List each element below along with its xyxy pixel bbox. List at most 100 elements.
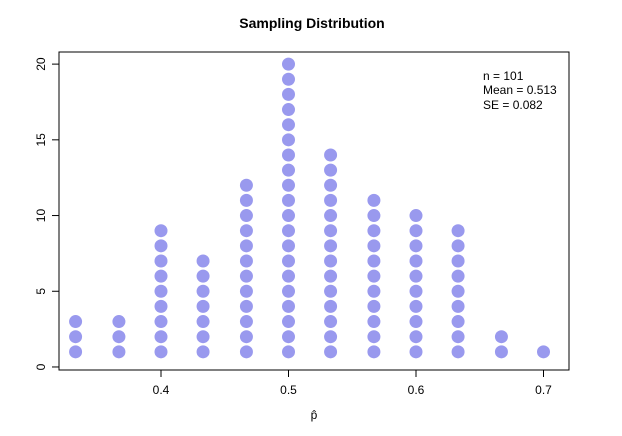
data-point (282, 72, 295, 86)
data-point (154, 345, 168, 359)
data-point (282, 269, 295, 283)
x-axis-label: p̂ (311, 408, 318, 422)
data-point (324, 269, 338, 283)
data-point (324, 239, 338, 253)
data-point (324, 315, 338, 329)
y-tick-label: 5 (34, 288, 48, 295)
data-point (282, 209, 295, 223)
data-point (367, 254, 381, 268)
data-point (282, 254, 295, 268)
data-point (282, 148, 295, 162)
data-point (239, 345, 253, 359)
data-point (409, 239, 423, 253)
data-point (196, 284, 210, 298)
se-value: 0.082 (513, 98, 543, 112)
data-point (239, 209, 253, 223)
data-point (282, 103, 295, 117)
data-point (282, 163, 295, 177)
data-point (451, 345, 465, 359)
data-point (282, 57, 295, 71)
y-tick-label: 0 (34, 363, 48, 370)
data-point (196, 345, 210, 359)
data-point (196, 254, 210, 268)
data-point (239, 330, 253, 344)
data-point (324, 163, 338, 177)
data-point (239, 224, 253, 238)
data-point (367, 284, 381, 298)
data-point (324, 330, 338, 344)
data-point (324, 209, 338, 223)
data-point (154, 239, 168, 253)
data-point (537, 345, 550, 359)
data-point (196, 299, 210, 313)
data-point (451, 299, 465, 313)
y-tick-label: 10 (34, 209, 48, 223)
data-point (324, 148, 338, 162)
data-point (409, 269, 423, 283)
data-point (451, 254, 465, 268)
data-point (324, 299, 338, 313)
x-tick-label: 0.7 (535, 383, 552, 397)
x-tick-label: 0.6 (408, 383, 425, 397)
data-point (409, 209, 423, 223)
data-point (324, 224, 338, 238)
data-point (69, 345, 83, 359)
data-point (196, 315, 210, 329)
x-tick-label: 0.5 (280, 383, 297, 397)
data-point (239, 269, 253, 283)
data-point (282, 87, 295, 101)
x-axis: 0.4 0.5 0.6 0.7 (153, 369, 552, 397)
data-point (196, 269, 210, 283)
data-point (282, 193, 295, 207)
data-point (409, 224, 423, 238)
data-point (324, 193, 338, 207)
data-point (409, 330, 423, 344)
data-point (367, 315, 381, 329)
data-point (282, 178, 295, 192)
y-tick-label: 20 (34, 57, 48, 71)
data-point (451, 224, 465, 238)
n-annotation: n = 101 (483, 69, 524, 83)
se-label: SE = (483, 98, 513, 112)
data-point (239, 254, 253, 268)
data-point (324, 254, 338, 268)
mean-label: Mean = (483, 83, 527, 97)
data-point (239, 193, 253, 207)
n-value: 101 (503, 69, 523, 83)
data-point (367, 299, 381, 313)
mean-annotation: Mean = 0.513 (483, 83, 557, 97)
y-axis: 0 5 10 15 20 (34, 57, 60, 370)
data-point (239, 284, 253, 298)
data-point (239, 239, 253, 253)
data-point (367, 345, 381, 359)
data-point (239, 299, 253, 313)
data-point (282, 284, 295, 298)
data-point (324, 178, 338, 192)
data-point (324, 345, 338, 359)
data-point (282, 133, 295, 147)
stats-annotation: n = 101 Mean = 0.513 SE = 0.082 (483, 69, 557, 112)
data-point (154, 284, 168, 298)
data-point (409, 284, 423, 298)
data-point (69, 315, 83, 329)
se-annotation: SE = 0.082 (483, 98, 543, 112)
data-point (409, 315, 423, 329)
n-label: n = (483, 69, 503, 83)
data-point (154, 254, 168, 268)
data-point (367, 330, 381, 344)
data-point (154, 315, 168, 329)
data-point (367, 239, 381, 253)
data-point (409, 254, 423, 268)
data-point (494, 330, 508, 344)
data-point (112, 345, 126, 359)
data-point (239, 178, 253, 192)
data-point (112, 315, 126, 329)
data-point (239, 315, 253, 329)
data-point (282, 224, 295, 238)
data-point (282, 345, 295, 359)
y-tick-label: 15 (34, 133, 48, 147)
chart-title: Sampling Distribution (239, 15, 384, 31)
x-tick-label: 0.4 (153, 383, 170, 397)
data-point (154, 330, 168, 344)
